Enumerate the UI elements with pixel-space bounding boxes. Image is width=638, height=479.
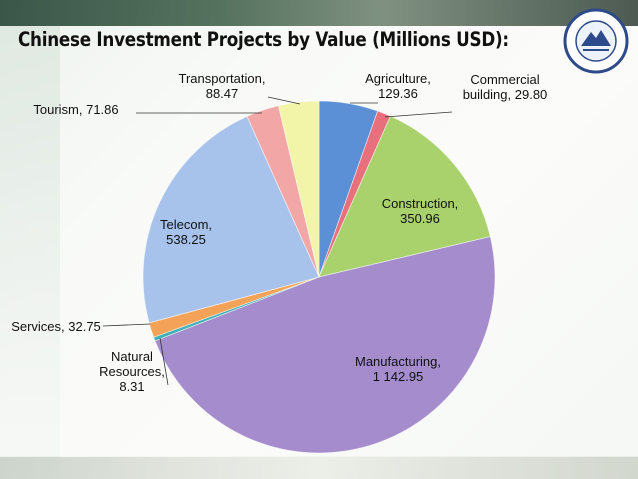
data-label-transportation: Transportation, 88.47 <box>179 71 266 101</box>
pie-slice-telecom <box>142 115 320 324</box>
data-label-line: Transportation, <box>179 71 266 86</box>
seal-mountain-icon <box>581 30 611 46</box>
data-label-line: 350.96 <box>400 211 440 226</box>
data-label-line: 129.36 <box>378 86 418 101</box>
pie-slices <box>142 100 496 454</box>
data-label-line: Telecom, <box>160 217 212 232</box>
data-label-manufacturing: Manufacturing, 1 142.95 <box>355 354 441 384</box>
data-label-line: Agriculture, <box>365 71 431 86</box>
bottom-background-strip <box>0 457 638 479</box>
data-label-line: 88.47 <box>206 86 239 101</box>
data-label-line: Construction, <box>382 196 459 211</box>
pie-slice-manufacturing <box>154 236 496 454</box>
data-label-line: Commercial <box>470 72 539 87</box>
data-label-services: Services, 32.75 <box>11 319 101 334</box>
leader-line-natural <box>159 337 169 386</box>
header-band <box>0 0 638 26</box>
data-label-telecom: Telecom, 538.25 <box>160 217 212 247</box>
pie-slice-transportation <box>277 100 320 278</box>
data-label-line: Tourism, 71.86 <box>33 102 118 117</box>
pie-labels: Agriculture, 129.36 Commercial building, 29… <box>11 71 547 394</box>
pie-slice-construction <box>318 115 491 278</box>
leader-line-commercial <box>384 111 453 118</box>
data-label-tourism: Tourism, 71.86 <box>33 102 118 117</box>
data-label-line: 1 142.95 <box>373 369 424 384</box>
data-label-line: Services, 32.75 <box>11 319 101 334</box>
data-label-commercial: Commercial building, 29.80 <box>463 72 548 102</box>
leader-line-transportation <box>267 96 301 105</box>
leader-line-services <box>102 323 151 327</box>
data-label-line: Natural <box>111 349 153 364</box>
data-label-natural: Natural Resources, 8.31 <box>99 349 165 394</box>
data-label-line: Manufacturing, <box>355 354 441 369</box>
data-label-line: Resources, <box>99 364 165 379</box>
seal-logo <box>563 8 629 74</box>
data-label-agriculture: Agriculture, 129.36 <box>365 71 431 101</box>
data-label-line: building, 29.80 <box>463 87 548 102</box>
data-label-line: 538.25 <box>166 232 206 247</box>
data-label-construction: Construction, 350.96 <box>382 196 459 226</box>
chart-title: Chinese Investment Projects by Value (Mi… <box>18 28 509 51</box>
pie-leader-lines <box>102 96 453 386</box>
data-label-line: 8.31 <box>119 379 144 394</box>
